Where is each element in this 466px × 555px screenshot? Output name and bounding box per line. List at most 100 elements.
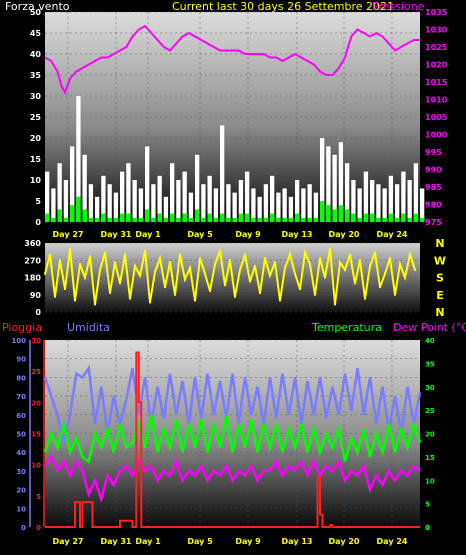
wind-gust-bar [157,175,162,222]
wind-mean-bar [307,217,312,222]
wind-mean-bar [120,213,125,222]
y-tick-label-pressure: 1035 [425,8,448,17]
wind-gust-bar [357,188,362,222]
y-tick-label-wind: 30 [30,92,42,101]
wind-gust-bar [382,188,387,222]
y-tick-label-pressure: 980 [425,201,442,210]
wind-direction-point [264,257,266,260]
y-tick-label-temperature: 20 [425,431,435,439]
wind-gust-bar [307,184,312,222]
y-tick-label-humidity: 50 [16,431,26,439]
wind-mean-bar [163,217,169,222]
y-tick-label-pressure: 1025 [425,43,448,52]
y-tick-label-pressure: 975 [425,218,442,227]
wind-gust-bar [145,146,150,222]
wind-direction-point [354,282,356,285]
wind-gust-bar [263,184,269,222]
wind-direction-point [349,253,351,256]
wind-direction-point [309,263,311,266]
wind-direction-point [229,259,231,262]
wind-gust-bar [201,184,206,222]
wind-gust-bar [332,154,337,222]
temperature-label: Temperatura [312,321,382,334]
wind-mean-bar [63,217,69,222]
wind-gust-bar [326,146,331,222]
wind-mean-bar [126,213,131,222]
wind-gust-bar [126,163,131,222]
wind-gust-bar [313,192,319,222]
wind-gust-bar [176,180,181,222]
wind-mean-bar [345,209,350,222]
wind-direction-point [169,261,171,264]
y-tick-label-temperature: 35 [425,360,435,368]
wind-mean-bar [251,217,256,222]
wind-mean-bar [188,217,194,222]
compass-label-n: N [435,306,444,319]
wind-direction-point [149,301,151,304]
wind-mean-bar [282,217,287,222]
wind-gust-bar [170,163,175,222]
wind-gust-bar [51,188,56,222]
y-tick-label-humidity: 90 [16,356,26,364]
y-tick-label-rain: 15 [31,431,41,439]
y-tick-label-rain: 20 [31,399,41,407]
wind-direction-point [154,270,156,273]
wind-mean-bar [263,217,269,222]
y-tick-label-wind: 5 [35,197,41,206]
wind-mean-bar [413,213,419,222]
y-tick-label-pressure: 1010 [425,96,448,105]
wind-gust-bar [226,184,231,222]
x-tick-label: Day 31 [101,537,132,546]
x-tick-label: Day 1 [135,230,161,239]
x-tick-label: Day 20 [329,230,360,239]
y-tick-label-temperature: 10 [425,477,435,485]
wind-direction-point [234,295,236,298]
wind-gust-bar [245,171,250,222]
wind-gust-bar [401,171,406,222]
wind-direction-point [64,288,66,290]
y-tick-label-rain: 30 [31,337,41,345]
y-tick-label-wind: 15 [30,155,42,164]
wind-gust-bar [345,163,350,222]
wind-mean-bar [313,217,319,222]
wind-direction-point [364,297,366,300]
wind-gust-bar [388,175,394,222]
y-tick-label-temperature: 40 [425,337,435,345]
y-tick-label-humidity: 70 [16,393,26,401]
wind-mean-bar [95,217,100,222]
pressure-label: Pressione [372,0,425,13]
wind-direction-point [339,261,341,264]
wind-mean-bar [226,217,231,222]
wind-direction-point [374,251,376,254]
wind-gust-bar [288,196,294,222]
x-tick-label: Day 9 [235,230,261,239]
wind-direction-point [114,261,116,264]
wind-direction-point [379,286,381,289]
y-tick-label-rain: 10 [31,462,41,470]
wind-mean-bar [382,217,387,222]
wind-direction-point [394,293,396,296]
wind-gust-bar [138,188,144,222]
y-tick-label-pressure: 1005 [425,113,448,122]
wind-direction-point [69,247,71,250]
wind-mean-bar [320,201,325,222]
wind-mean-bar [201,217,206,222]
wind-mean-bar [370,213,375,222]
wind-direction-point [139,274,141,277]
wind-mean-bar [138,217,144,222]
wind-direction-point [174,293,176,296]
wind-direction-point [289,253,291,256]
y-tick-label-humidity: 30 [16,468,26,476]
wind-gust-bar [182,171,187,222]
wind-mean-bar [207,213,212,222]
wind-direction-point [294,272,296,275]
wind-direction-point [299,288,301,290]
wind-direction-point [404,276,406,279]
wind-mean-bar [232,217,237,222]
y-tick-label-pressure: 1030 [425,26,448,35]
wind-direction-point [344,268,346,271]
wind-mean-bar [57,209,62,222]
wind-gust-bar [257,196,262,222]
